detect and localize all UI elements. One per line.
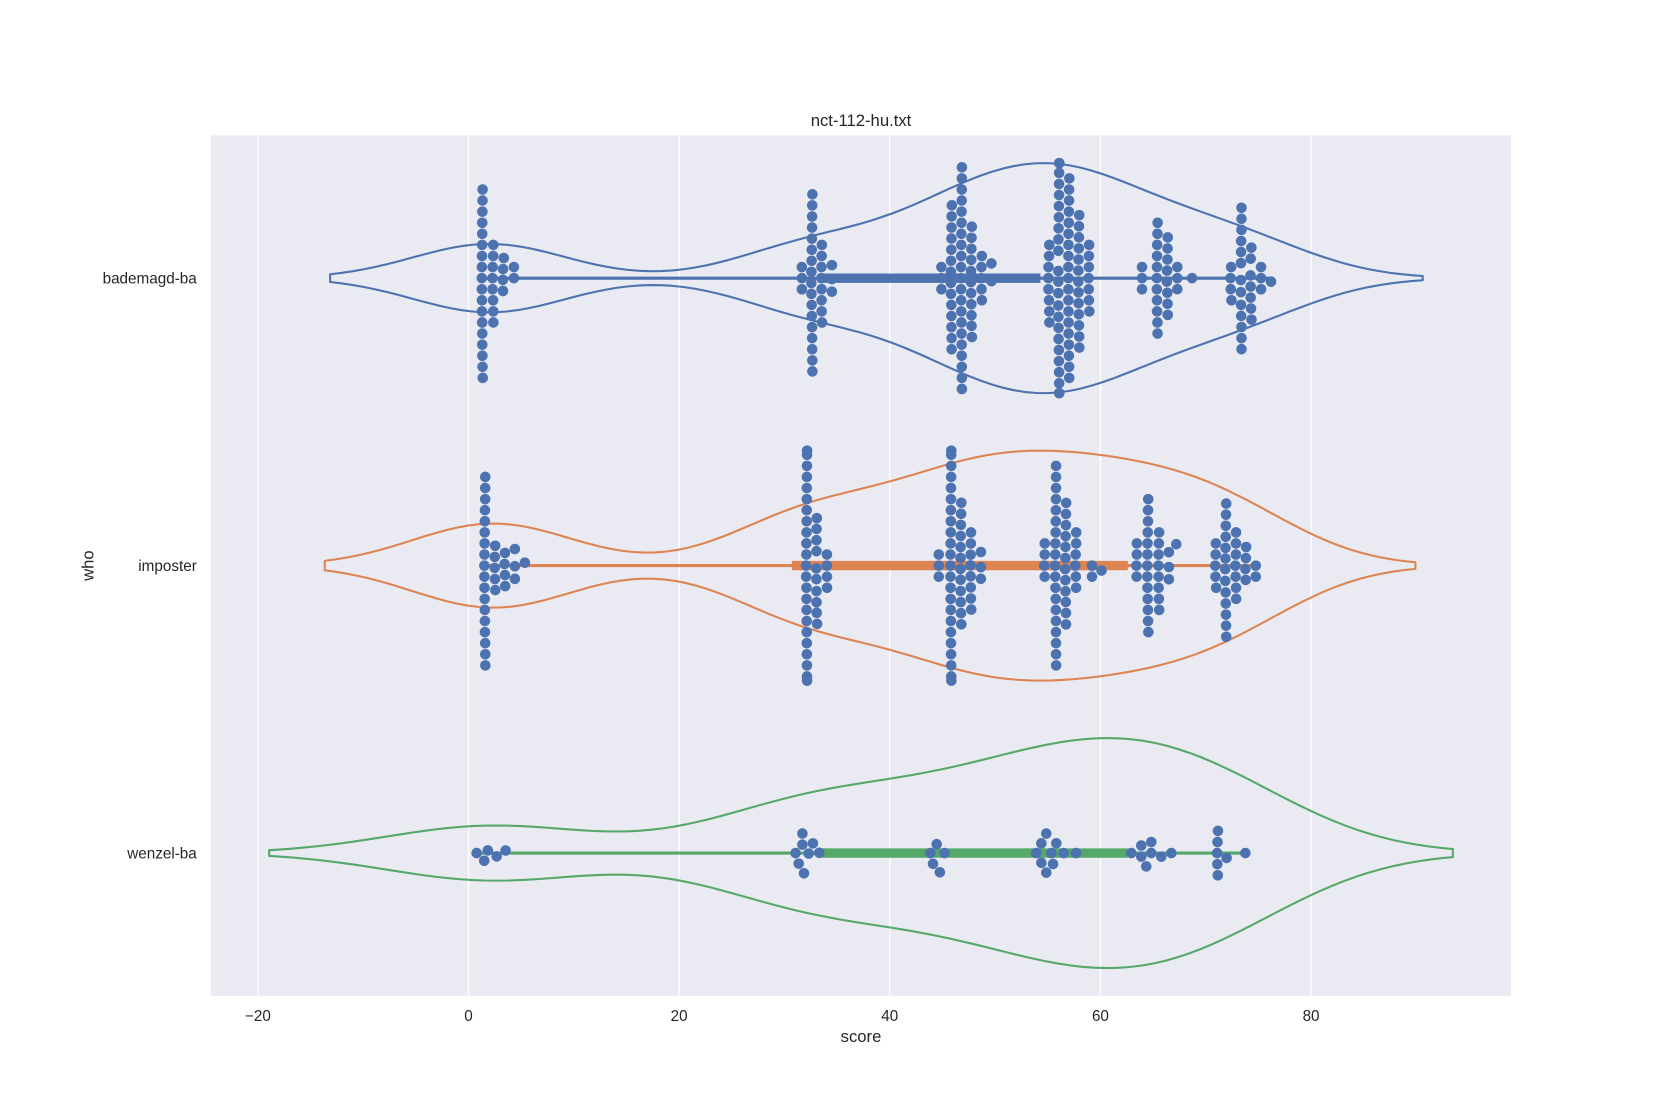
svg-text:60: 60 — [1092, 1008, 1109, 1025]
svg-text:who: who — [79, 550, 98, 582]
svg-text:bademagd-ba: bademagd-ba — [103, 271, 198, 288]
svg-text:score: score — [841, 1027, 882, 1046]
svg-text:20: 20 — [671, 1008, 688, 1025]
svg-text:−20: −20 — [245, 1008, 271, 1025]
svg-text:nct-112-hu.txt: nct-112-hu.txt — [811, 111, 912, 130]
svg-text:wenzel-ba: wenzel-ba — [126, 846, 197, 863]
svg-text:imposter: imposter — [138, 558, 197, 575]
svg-text:80: 80 — [1303, 1008, 1320, 1025]
svg-text:40: 40 — [881, 1008, 898, 1025]
svg-text:0: 0 — [464, 1008, 473, 1025]
